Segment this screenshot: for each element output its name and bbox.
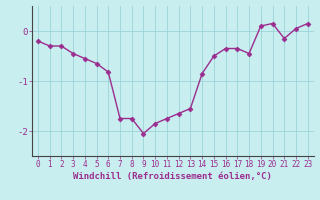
X-axis label: Windchill (Refroidissement éolien,°C): Windchill (Refroidissement éolien,°C) <box>73 172 272 181</box>
